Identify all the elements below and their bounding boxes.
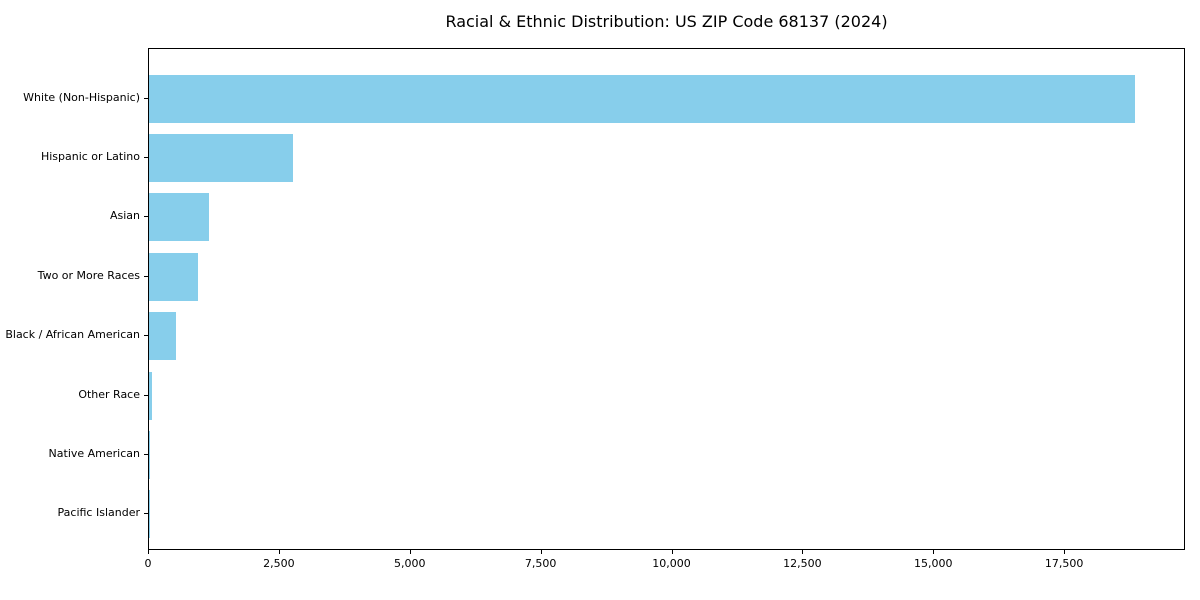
y-tick-label: Other Race <box>78 387 140 401</box>
x-tick-label: 17,500 <box>1044 557 1084 570</box>
x-tick-label: 2,500 <box>263 557 295 570</box>
bar-black-african-american <box>149 312 176 361</box>
y-tick-label: Hispanic or Latino <box>40 149 140 163</box>
bar-native-american <box>149 430 151 479</box>
y-tick-label: Asian <box>109 209 140 223</box>
bar-hispanic-or-latino <box>149 133 294 182</box>
chart-title: Racial & Ethnic Distribution: US ZIP Cod… <box>445 12 888 31</box>
x-tick-mark <box>802 550 804 554</box>
x-tick-mark <box>278 550 280 554</box>
bar-other-race <box>149 371 152 420</box>
y-tick-mark <box>144 394 148 396</box>
x-tick-label: 12,500 <box>783 557 822 570</box>
y-tick-label: Two or More Races <box>37 268 140 282</box>
y-tick-mark <box>144 335 148 337</box>
x-tick-mark <box>540 550 542 554</box>
y-tick-mark <box>144 453 148 455</box>
bar-white-non-hispanic <box>149 74 1135 123</box>
bar-two-or-more-races <box>149 252 198 301</box>
y-tick-mark <box>144 513 148 515</box>
x-tick-mark <box>933 550 935 554</box>
y-tick-label: White (Non-Hispanic) <box>23 90 140 104</box>
y-tick-mark <box>144 156 148 158</box>
y-tick-label: Black / African American <box>5 328 140 342</box>
x-tick-mark <box>1064 550 1066 554</box>
bar-pacific-islander <box>149 490 150 539</box>
x-tick-mark <box>409 550 411 554</box>
x-tick-label: 5,000 <box>394 557 426 570</box>
x-tick-label: 15,000 <box>914 557 953 570</box>
plot-area <box>148 48 1185 550</box>
y-tick-label: Pacific Islander <box>57 506 140 520</box>
x-tick-mark <box>671 550 673 554</box>
y-tick-label: Native American <box>48 446 140 460</box>
bar-asian <box>149 193 209 242</box>
y-tick-mark <box>144 275 148 277</box>
y-tick-mark <box>144 97 148 99</box>
y-tick-mark <box>144 216 148 218</box>
x-tick-label: 0 <box>144 557 152 570</box>
x-tick-mark <box>148 550 149 554</box>
x-tick-label: 7,500 <box>524 557 557 570</box>
x-tick-label: 10,000 <box>652 557 691 570</box>
